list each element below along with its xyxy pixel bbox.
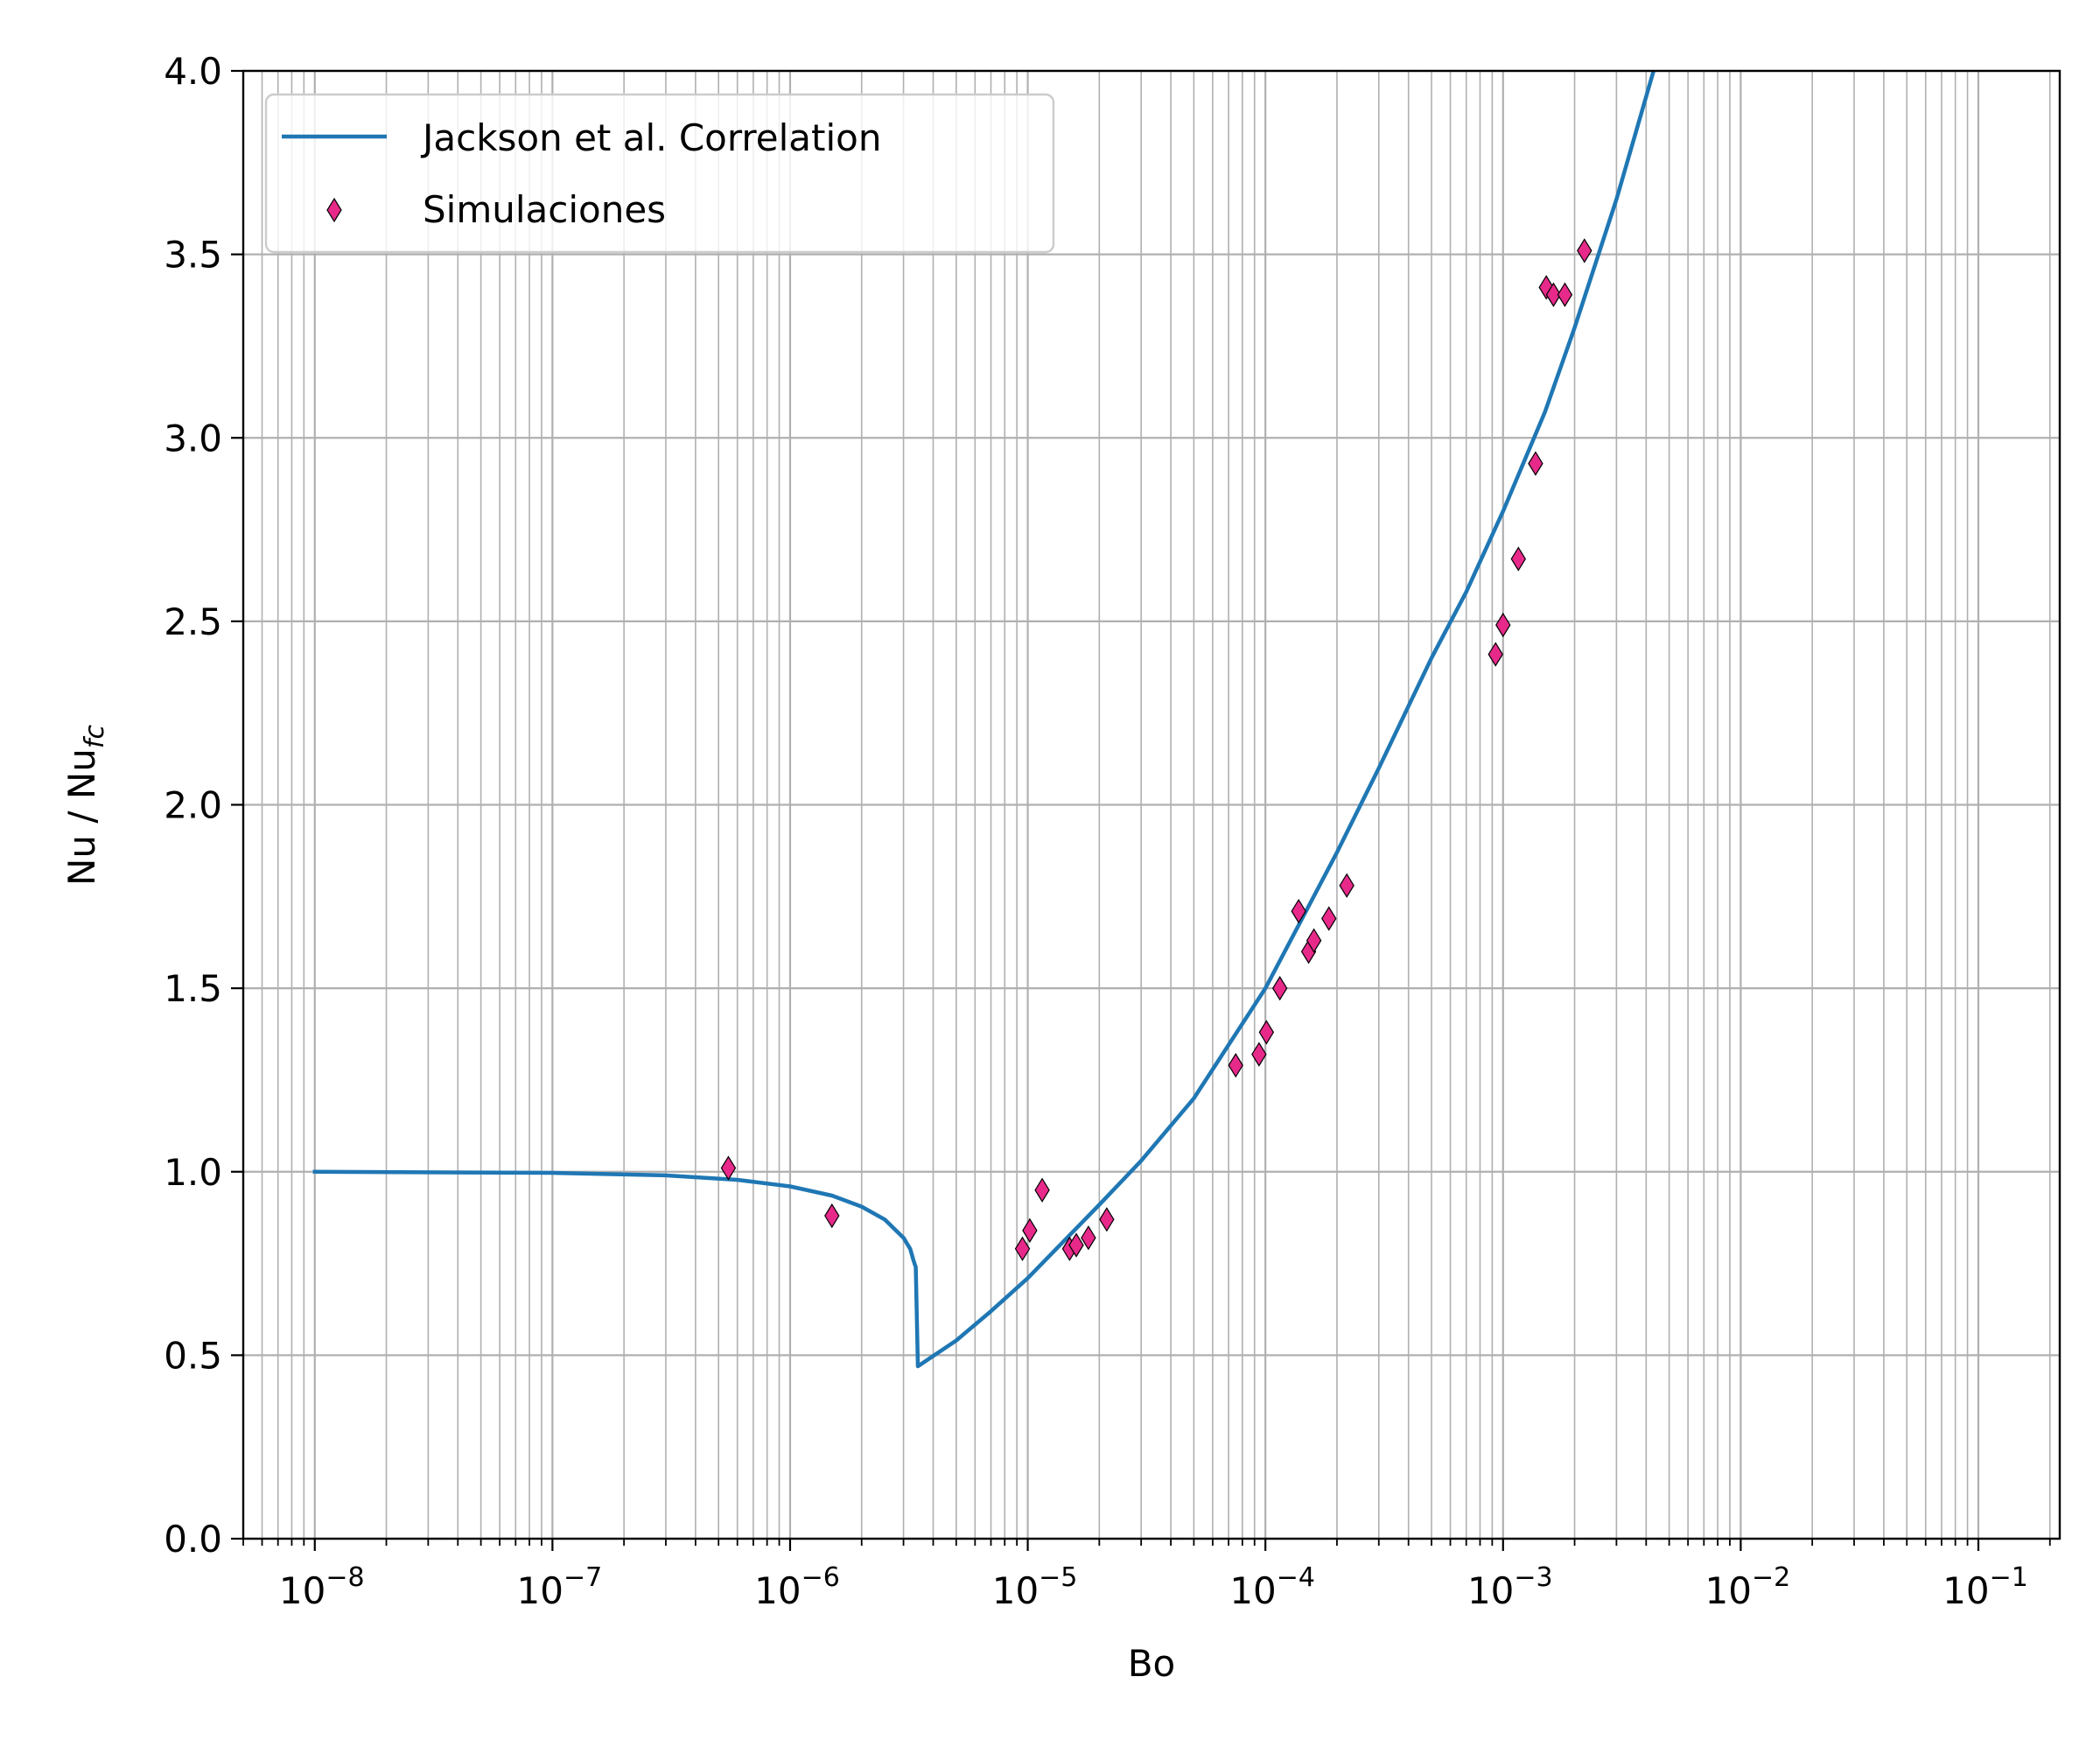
scatter-point (1099, 1207, 1115, 1232)
legend-box (264, 93, 1055, 254)
legend: Jackson et al. Correlation Simulaciones (264, 93, 1055, 254)
scatter-point (1068, 1232, 1084, 1258)
scatter-point (1228, 1053, 1243, 1078)
scatter-point (1528, 451, 1544, 476)
scatter-point (1022, 1217, 1038, 1243)
y-tick-label: 2.5 (164, 600, 222, 643)
y-tick-label: 3.5 (164, 234, 222, 277)
y-tick-label: 0.0 (164, 1518, 222, 1561)
y-tick-label: 4.0 (164, 50, 222, 93)
scatter-point (1488, 642, 1503, 667)
series-line-correlation (312, 71, 1656, 1369)
y-tick-label: 2.0 (164, 784, 222, 827)
y-tick-label: 3.0 (164, 417, 222, 460)
scatter-point (1271, 975, 1288, 1001)
scatter-point (1034, 1177, 1050, 1203)
y-axis-label: Nu / Nufc (60, 725, 110, 886)
x-tick-label: 10−2 (1705, 1562, 1791, 1612)
legend-label-simulations: Simulaciones (423, 188, 666, 231)
scatter-point (1510, 546, 1526, 572)
scatter-point (1258, 1020, 1275, 1045)
scatter-point (1495, 612, 1511, 638)
y-tick-label: 0.5 (164, 1334, 222, 1377)
scatter-point (1251, 1042, 1267, 1067)
y-axis-ticks: 0.0 0.5 1.0 1.5 2.0 2.5 3.0 3.5 4.0 (164, 50, 243, 1561)
scatter-point (1014, 1236, 1031, 1261)
x-tick-label: 10−3 (1467, 1562, 1553, 1612)
scatter-point (1545, 282, 1562, 307)
scatter-point (1577, 238, 1592, 263)
scatter-point (1291, 898, 1306, 924)
scatter-point (1081, 1225, 1096, 1251)
x-tick-label: 10−7 (517, 1562, 603, 1612)
x-axis-ticks: 10−8 10−7 10−6 10−5 10−4 10−3 10−2 10−1 (242, 1539, 2051, 1612)
plot-lines (312, 71, 1656, 1369)
x-tick-label: 10−5 (992, 1562, 1078, 1612)
scatter-point (1557, 282, 1573, 307)
x-tick-label: 10−4 (1229, 1562, 1315, 1612)
scatter-point (1321, 906, 1337, 931)
scatter-point (824, 1203, 840, 1229)
scatter-point (1339, 873, 1354, 898)
x-tick-label: 10−6 (754, 1562, 840, 1612)
y-tick-label: 1.5 (164, 967, 222, 1010)
x-tick-label: 10−1 (1942, 1562, 2028, 1612)
plot-markers (720, 238, 1592, 1261)
legend-label-correlation: Jackson et al. Correlation (420, 116, 881, 159)
scatter-point (1538, 275, 1554, 300)
legend-marker-swatch (326, 197, 342, 223)
grid (242, 69, 2060, 1540)
scatter-point (720, 1155, 737, 1181)
x-tick-label: 10−8 (279, 1562, 365, 1612)
scatter-point (1306, 928, 1322, 953)
y-tick-label: 1.0 (164, 1151, 222, 1194)
x-axis-label: Bo (1128, 1642, 1176, 1685)
